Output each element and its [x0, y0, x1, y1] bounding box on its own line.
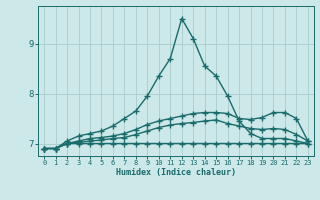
X-axis label: Humidex (Indice chaleur): Humidex (Indice chaleur): [116, 168, 236, 177]
